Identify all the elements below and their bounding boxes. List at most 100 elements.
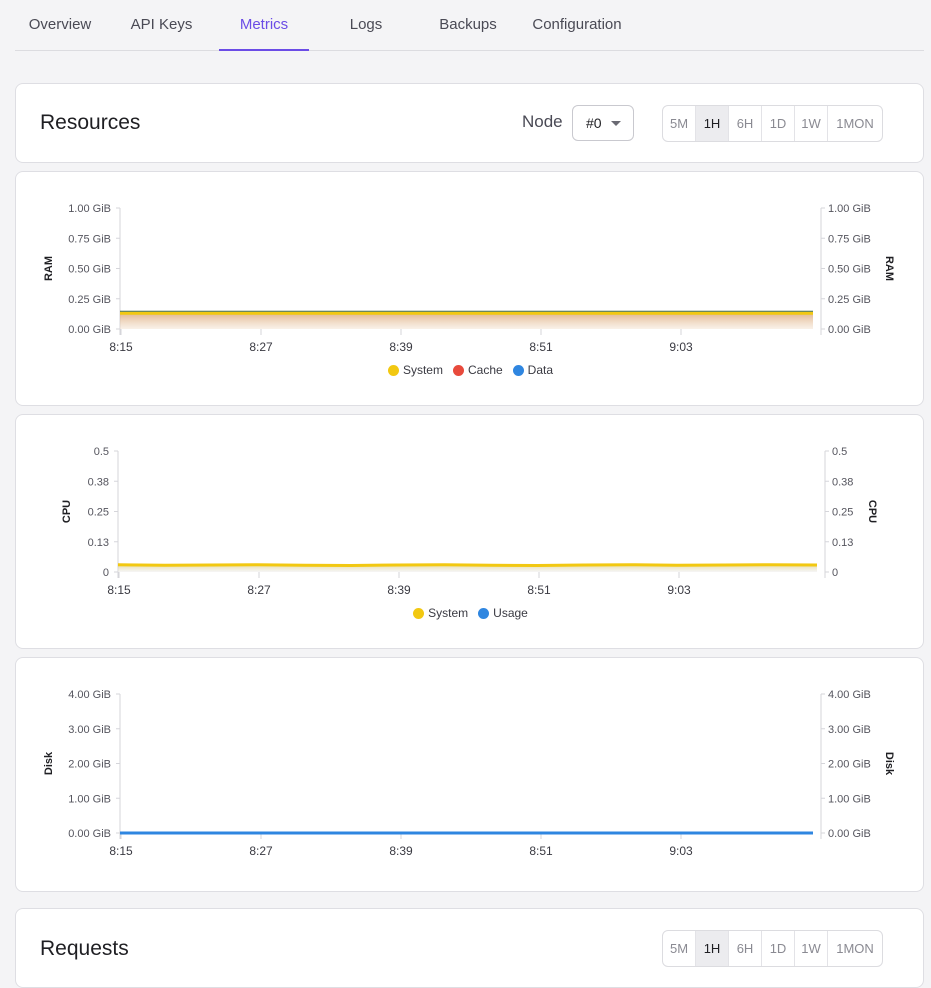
y-tick-label: 1.00 GiB xyxy=(828,203,871,215)
tab-api-keys[interactable]: API Keys xyxy=(130,16,193,33)
y-tick-label: 0.50 GiB xyxy=(828,264,871,276)
y-axis-label: CPU xyxy=(61,500,73,523)
tab-logs[interactable]: Logs xyxy=(349,16,383,33)
y-tick-label: 0.50 GiB xyxy=(68,264,111,276)
requests-range-selector: 5M 1H 6H 1D 1W 1MON xyxy=(662,930,883,967)
y-tick-label: 3.00 GiB xyxy=(828,724,871,736)
y-tick-label: 0.25 GiB xyxy=(68,294,111,306)
range-1d-button[interactable]: 1D xyxy=(762,106,795,141)
resources-title: Resources xyxy=(40,111,141,134)
y-tick-label: 1.00 GiB xyxy=(828,793,871,805)
ram-chart-card: 1.00 GiB 1.00 GiB 0.75 GiB 0.75 GiB 0.50 GiB… xyxy=(15,171,924,406)
system-dot-icon xyxy=(413,607,425,619)
y-tick-label: 0.25 xyxy=(88,507,109,519)
y-tick-label: 2.00 GiB xyxy=(828,759,871,771)
y-tick-label: 0.5 xyxy=(832,446,847,458)
y-tick-label: 0 xyxy=(832,567,838,579)
y-tick-label: 0.25 GiB xyxy=(828,294,871,306)
y-tick-label: 3.00 GiB xyxy=(68,724,111,736)
range-5m-button[interactable]: 5M xyxy=(663,931,696,966)
tab-configuration[interactable]: Configuration xyxy=(532,16,622,33)
legend-item-cache: Cache xyxy=(452,363,503,377)
x-tick-label: 9:03 xyxy=(669,844,693,858)
node-select[interactable]: #0 xyxy=(572,105,634,141)
y-tick-label: 0.13 xyxy=(832,537,853,549)
legend-label: Usage xyxy=(493,606,528,620)
y-tick-label: 0.25 xyxy=(832,507,853,519)
legend-item-data: Data xyxy=(512,363,554,377)
requests-header-card: Requests 5M 1H 6H 1D 1W 1MON xyxy=(15,908,924,988)
y-tick-label: 0.5 xyxy=(94,446,109,458)
x-tick-label: 8:51 xyxy=(529,340,553,354)
usage-dot-icon xyxy=(478,607,490,619)
x-tick-label: 9:03 xyxy=(667,583,691,597)
y-tick-label: 1.00 GiB xyxy=(68,793,111,805)
cpu-legend: System Usage xyxy=(16,606,925,620)
x-tick-label: 8:27 xyxy=(249,340,273,354)
requests-title: Requests xyxy=(40,937,129,960)
node-label: Node xyxy=(522,112,563,131)
x-tick-label: 8:39 xyxy=(389,844,413,858)
y-axis-label: RAM xyxy=(883,256,895,281)
range-1mon-button[interactable]: 1MON xyxy=(836,116,874,131)
x-tick-label: 8:15 xyxy=(109,844,133,858)
legend-label: Cache xyxy=(467,363,503,377)
x-tick-label: 8:39 xyxy=(389,340,413,354)
x-tick-label: 8:51 xyxy=(527,583,551,597)
y-tick-label: 2.00 GiB xyxy=(68,759,111,771)
chevron-down-icon xyxy=(611,121,621,126)
series-line-system xyxy=(117,563,818,567)
ram-chart: 1.00 GiB 1.00 GiB 0.75 GiB 0.75 GiB 0.50 GiB… xyxy=(43,203,895,354)
y-tick-label: 0.00 GiB xyxy=(68,828,111,840)
y-tick-label: 4.00 GiB xyxy=(68,689,111,701)
range-1w-button[interactable]: 1W xyxy=(795,106,828,141)
range-6h-button[interactable]: 6H xyxy=(729,106,762,141)
cache-dot-icon xyxy=(452,364,464,376)
cpu-chart-card: 0.5 0.5 0.38 0.38 0.25 0.25 0.13 0.13 0 0 CPU CPU 8:… xyxy=(15,414,924,649)
cpu-chart: 0.5 0.5 0.38 0.38 0.25 0.25 0.13 0.13 0 0 CPU CPU 8:… xyxy=(61,446,878,597)
y-tick-label: 0.75 GiB xyxy=(828,233,871,245)
y-tick-label: 0.00 GiB xyxy=(828,324,871,336)
y-tick-label: 0.00 GiB xyxy=(828,828,871,840)
range-1d-button[interactable]: 1D xyxy=(762,931,795,966)
y-axis-label: CPU xyxy=(866,500,878,523)
resources-range-selector: 5M 1H 6H 1D 1W 1MON xyxy=(662,105,883,142)
range-1h-button[interactable]: 1H xyxy=(696,931,729,966)
tab-overview[interactable]: Overview xyxy=(28,16,92,33)
legend-label: System xyxy=(402,363,443,377)
y-axis-label: RAM xyxy=(43,256,55,281)
ram-legend: System Cache Data xyxy=(16,363,925,377)
x-tick-label: 9:03 xyxy=(669,340,693,354)
x-tick-label: 8:39 xyxy=(387,583,411,597)
y-tick-label: 0.00 GiB xyxy=(68,324,111,336)
disk-chart-card: 4.00 GiB 4.00 GiB 3.00 GiB 3.00 GiB 2.00 GiB… xyxy=(15,657,924,892)
node-select-value: #0 xyxy=(586,115,602,131)
data-dot-icon xyxy=(512,364,524,376)
range-1mon-button[interactable]: 1MON xyxy=(836,941,874,956)
range-6h-button[interactable]: 6H xyxy=(729,931,762,966)
x-tick-label: 8:27 xyxy=(247,583,271,597)
y-tick-label: 0.38 xyxy=(832,476,853,488)
tab-metrics[interactable]: Metrics xyxy=(219,0,309,51)
x-tick-label: 8:15 xyxy=(109,340,133,354)
y-tick-label: 4.00 GiB xyxy=(828,689,871,701)
x-tick-label: 8:15 xyxy=(107,583,131,597)
y-axis-label: Disk xyxy=(43,751,55,775)
y-tick-label: 0.38 xyxy=(88,476,109,488)
range-5m-button[interactable]: 5M xyxy=(663,106,696,141)
series-area-system xyxy=(120,313,813,329)
tab-backups[interactable]: Backups xyxy=(439,16,497,33)
y-axis-label: Disk xyxy=(883,752,895,776)
range-1w-button[interactable]: 1W xyxy=(795,931,828,966)
range-1h-button[interactable]: 1H xyxy=(696,106,729,141)
legend-label: Data xyxy=(527,363,554,377)
y-tick-label: 0 xyxy=(103,567,109,579)
x-tick-label: 8:51 xyxy=(529,844,553,858)
y-tick-label: 1.00 GiB xyxy=(68,203,111,215)
legend-item-system: System xyxy=(387,363,443,377)
legend-label: System xyxy=(428,606,469,620)
legend-item-system: System xyxy=(413,606,468,620)
resources-header-card: Resources Node #0 5M 1H 6H 1D 1W 1MON xyxy=(15,83,924,163)
x-tick-label: 8:27 xyxy=(249,844,273,858)
system-dot-icon xyxy=(387,364,399,376)
